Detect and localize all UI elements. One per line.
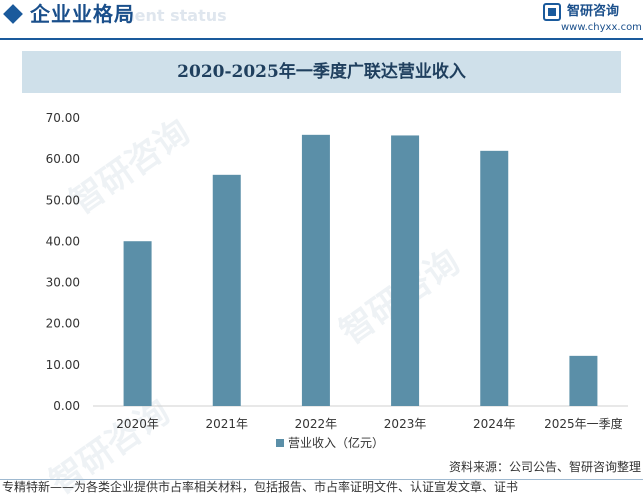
y-tick-label: 40.00 bbox=[46, 234, 80, 248]
y-tick-label: 60.00 bbox=[46, 152, 80, 166]
y-tick-label: 20.00 bbox=[46, 317, 80, 331]
x-tick-label: 2021年 bbox=[205, 417, 248, 431]
footer-divider bbox=[0, 479, 643, 480]
y-tick-label: 10.00 bbox=[46, 358, 80, 372]
bar bbox=[569, 355, 598, 406]
bar bbox=[480, 150, 509, 406]
header: ment status 企业业格局 智研咨询 www.chyxx.com bbox=[0, 0, 643, 36]
bar bbox=[391, 135, 420, 406]
bar bbox=[212, 174, 241, 406]
x-tick-label: 2022年 bbox=[295, 417, 338, 431]
brand-name: 智研咨询 bbox=[567, 4, 620, 19]
x-tick-label: 2025年一季度 bbox=[544, 416, 623, 431]
section-title: 企业业格局 bbox=[30, 2, 135, 26]
y-tick-label: 70.00 bbox=[46, 111, 80, 125]
y-tick-label: 0.00 bbox=[53, 399, 80, 413]
x-tick-label: 2020年 bbox=[116, 417, 159, 431]
chart-title-box: 2020-2025年一季度广联达营业收入 bbox=[22, 51, 621, 93]
brand-url: www.chyxx.com bbox=[561, 22, 642, 33]
x-tick-label: 2023年 bbox=[384, 417, 427, 431]
header-divider bbox=[0, 38, 643, 40]
legend-label: 营业收入（亿元） bbox=[288, 435, 384, 450]
y-tick-label: 30.00 bbox=[46, 276, 80, 290]
y-tick-label: 50.00 bbox=[46, 193, 80, 207]
footer-note: 专精特新——为各类企业提供市占率相关材料，包括报告、市占率证明文件、认证宣发文章… bbox=[2, 480, 519, 494]
x-tick-label: 2024年 bbox=[473, 417, 516, 431]
chart-title: 2020-2025年一季度广联达营业收入 bbox=[177, 62, 466, 82]
legend-swatch bbox=[276, 439, 284, 447]
bar bbox=[123, 241, 152, 406]
brand: 智研咨询 www.chyxx.com bbox=[543, 3, 642, 35]
source-note: 资料来源：公司公告、智研咨询整理 bbox=[448, 460, 641, 474]
brand-logo-icon bbox=[543, 3, 561, 21]
bar bbox=[301, 134, 330, 406]
section-ghost-text: ment status bbox=[118, 6, 227, 25]
